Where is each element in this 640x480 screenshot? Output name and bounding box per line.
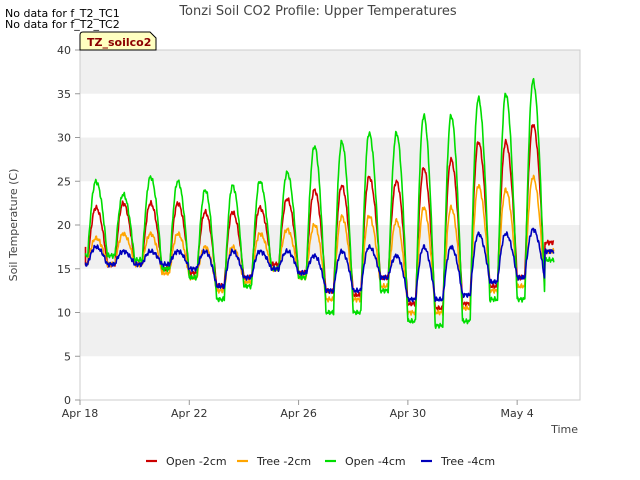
no-data-notice-1: No data for f_T2_TC1 [5,7,120,20]
grid-bands [80,50,580,357]
axis-ticks: 0 5 10 15 20 25 30 35 40 Apr 18 Apr 22 Apr 26 Apr 30… [57,44,534,420]
legend-label: Tree -4cm [440,455,495,468]
x-tick-label: Apr 18 [62,407,99,420]
no-data-notice-2: No data for f_T2_TC2 [5,18,120,31]
site-tag: TZ_soilco2 [79,31,157,51]
x-tick-label: Apr 22 [171,407,208,420]
grid-band [80,50,580,94]
series-lines [84,77,555,330]
x-tick-label: Apr 30 [390,407,427,420]
y-tick-label: 5 [64,350,71,363]
grid-band [80,312,580,357]
y-tick-label: 40 [57,44,71,57]
y-tick-label: 35 [57,88,71,101]
site-tag-background [79,31,157,51]
legend-label: Open -2cm [166,455,227,468]
y-tick-label: 20 [57,219,71,232]
x-tick-label: May 4 [501,407,534,420]
y-tick-label: 30 [57,132,71,145]
legend-label: Tree -2cm [256,455,311,468]
chart-title: Tonzi Soil CO2 Profile: Upper Temperatur… [178,4,457,19]
y-tick-label: 0 [64,394,71,407]
y-axis-label: Soil Temperature (C) [7,169,20,282]
grid-band [80,137,580,182]
series-line-tree-2cm [85,174,555,316]
x-axis-label: Time [550,423,578,436]
site-tag-label: TZ_soilco2 [87,36,151,49]
y-tick-label: 15 [57,263,71,276]
legend: Open -2cm Tree -2cm Open -4cm Tree -4cm [146,455,495,468]
y-tick-label: 25 [57,175,71,188]
y-tick-label: 10 [57,307,71,320]
grid-band [80,225,580,269]
series-line-open-4cm [84,77,555,330]
series-line-tree-4cm [84,227,555,303]
x-tick-label: Apr 26 [280,407,317,420]
legend-label: Open -4cm [345,455,406,468]
